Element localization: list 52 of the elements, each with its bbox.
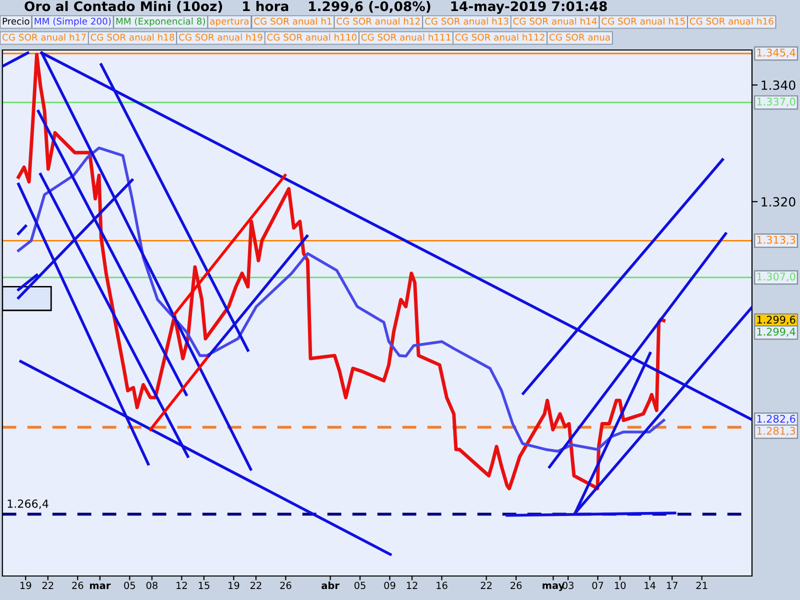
x-tick-label: 22 [480,582,492,589]
text: CG SOR anual h112 [455,34,544,41]
x-tick-label: mar [90,584,111,590]
x-tick-label: 26 [510,582,522,590]
x-tick-label: 17 [667,582,678,589]
x-tick-label: 16 [436,582,448,590]
x-tick-label: 14 [644,582,656,589]
ref-line-label: 1.307,0 [757,272,796,282]
x-tick-label: 05 [124,582,135,590]
text: CG SOR anual h18 [90,34,174,41]
x-tick-label: 21 [696,582,708,589]
y-tick-label: 1.340 [762,80,796,90]
x-tick-label: 08 [146,582,158,590]
x-tick-label: 12 [406,582,418,589]
text: CG SOR anual h17 [2,34,86,41]
text: CG SOR anual h14 [513,18,597,25]
x-tick-label: 07 [592,582,604,590]
x-tick-label: 22 [42,582,54,589]
x-tick-label: 05 [354,582,366,590]
chart-title: Oro al Contado Mini (10oz) 1 hora 1.299,6 (-0,08%) 14-may-2019 7:01:48 [24,1,607,14]
text: MM (Exponencial 8) [116,18,205,26]
text: CG SOR anual h1 [254,18,332,25]
text: MM (Simple 200) [34,18,111,26]
x-tick-label: 26 [280,582,292,590]
text: CG SOR anual h19 [179,34,262,41]
x-tick-label: 19 [20,582,32,590]
x-tick-label: 26 [72,582,84,590]
text: CG SOR anual h13 [425,18,508,25]
text: CG SOR anual h110 [267,34,356,41]
ref-line-label: 1.345,4 [757,48,796,58]
text: 1.299,4 [757,328,796,337]
text: 1.299,6 [757,316,796,325]
text: apertura [210,18,248,26]
ref-line-label: 1.337,0 [757,98,796,107]
x-tick-label: abr [322,582,340,590]
text: CG SOR anual h15 [602,18,685,25]
text: CG SOR anua [550,34,610,41]
text: CG SOR anual h16 [690,18,774,25]
ref-line-label: 1.281,3 [757,426,796,436]
x-tick-label: 22 [250,582,262,589]
x-tick-label: 12 [176,582,187,589]
x-tick-label: 10 [614,582,626,590]
x-tick-label: 19 [228,582,240,590]
x-tick-label: 15 [198,582,210,590]
text: Precio [2,18,30,25]
x-tick-label: 09 [384,582,396,590]
y-tick-label: 1.320 [762,197,796,207]
ref-line-label: 1.313,3 [757,236,796,245]
annotation: 1.282,6 [757,414,796,424]
text: CG SOR anual h12 [336,18,420,25]
text: CG SOR anual h111 [361,34,450,41]
ref-line-label: 1.266,4 [8,499,48,509]
